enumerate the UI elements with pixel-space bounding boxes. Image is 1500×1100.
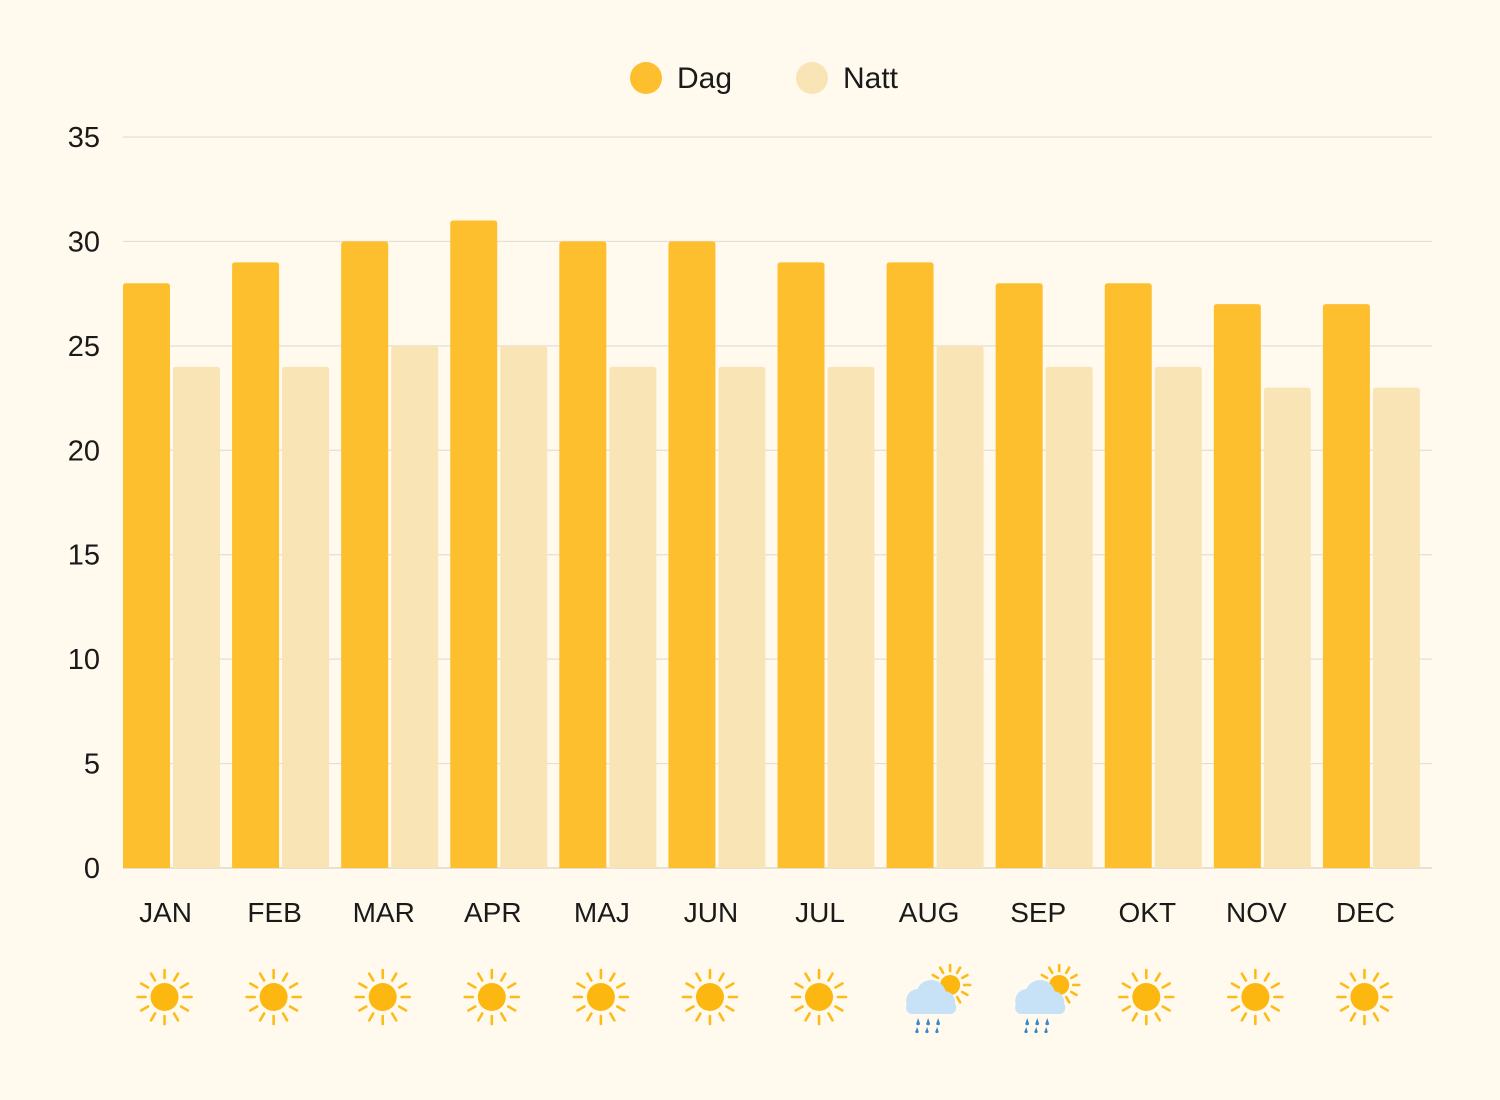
bar-natt-jul — [827, 366, 875, 868]
sun-icon — [1336, 968, 1393, 1026]
x-tick-label: SEP — [1010, 897, 1066, 928]
sun-icon — [136, 968, 193, 1026]
sun-icon — [245, 968, 302, 1026]
bar-dag-maj — [559, 241, 607, 868]
legend: Dag Natt — [630, 62, 899, 95]
bar-dag-sep — [995, 283, 1043, 868]
x-tick-label: AUG — [899, 897, 960, 928]
weather-icons — [136, 963, 1393, 1034]
bar-dag-feb — [232, 262, 280, 868]
rain-cloud-sun-icon — [1015, 963, 1081, 1034]
x-tick-label: NOV — [1226, 897, 1287, 928]
x-tick-label: DEC — [1336, 897, 1395, 928]
sun-icon — [681, 968, 739, 1026]
y-tick-label: 25 — [68, 331, 100, 363]
legend-swatch-dag — [630, 62, 662, 94]
bar-natt-jun — [718, 366, 766, 868]
x-axis: JAN FEB MAR APR MAJ JUN JUL AUG SEP OKT NOV DEC — [139, 897, 1395, 928]
bar-dag-jan — [123, 283, 170, 868]
x-tick-label: OKT — [1119, 897, 1177, 928]
bar-dag-dec — [1322, 304, 1370, 869]
y-tick-label: 15 — [68, 540, 100, 572]
bar-natt-sep — [1045, 366, 1093, 868]
x-tick-label: JAN — [139, 897, 192, 928]
bar-natt-dec — [1372, 387, 1420, 868]
bar-natt-okt — [1154, 366, 1202, 868]
y-tick-label: 5 — [84, 749, 100, 781]
legend-swatch-natt — [796, 62, 828, 94]
sun-icon — [1117, 968, 1175, 1026]
bar-dag-aug — [886, 262, 934, 868]
sun-icon — [1227, 968, 1284, 1026]
sun-icon — [790, 968, 848, 1026]
bar-natt-nov — [1263, 387, 1311, 868]
y-axis: 0 5 10 15 20 25 30 35 — [68, 122, 100, 885]
bar-natt-jan — [173, 366, 220, 868]
bar-natt-feb — [282, 366, 330, 868]
y-tick-label: 0 — [84, 853, 100, 885]
sun-icon — [463, 968, 521, 1026]
bar-dag-jun — [668, 241, 716, 868]
bar-natt-maj — [609, 366, 657, 868]
sun-icon — [354, 968, 412, 1026]
bar-natt-mar — [391, 345, 439, 868]
y-tick-label: 30 — [68, 226, 100, 258]
x-tick-label: MAJ — [574, 897, 630, 928]
legend-label-natt: Natt — [843, 62, 899, 95]
x-tick-label: MAR — [353, 897, 415, 928]
y-tick-label: 10 — [68, 644, 100, 676]
bar-natt-aug — [936, 345, 984, 868]
x-tick-label: FEB — [247, 897, 301, 928]
x-tick-label: APR — [464, 897, 522, 928]
bar-dag-apr — [450, 220, 498, 869]
bar-dag-nov — [1213, 304, 1261, 869]
y-tick-label: 35 — [68, 122, 100, 154]
bar-dag-mar — [341, 241, 389, 868]
y-tick-label: 20 — [68, 435, 100, 467]
bars — [123, 220, 1420, 869]
sun-icon — [572, 968, 630, 1026]
rain-cloud-sun-icon — [906, 963, 972, 1034]
x-tick-label: JUL — [795, 897, 845, 928]
bar-dag-okt — [1104, 283, 1152, 868]
bar-dag-jul — [777, 262, 825, 868]
bar-natt-apr — [500, 345, 548, 868]
x-tick-label: JUN — [684, 897, 738, 928]
legend-label-dag: Dag — [677, 62, 732, 95]
